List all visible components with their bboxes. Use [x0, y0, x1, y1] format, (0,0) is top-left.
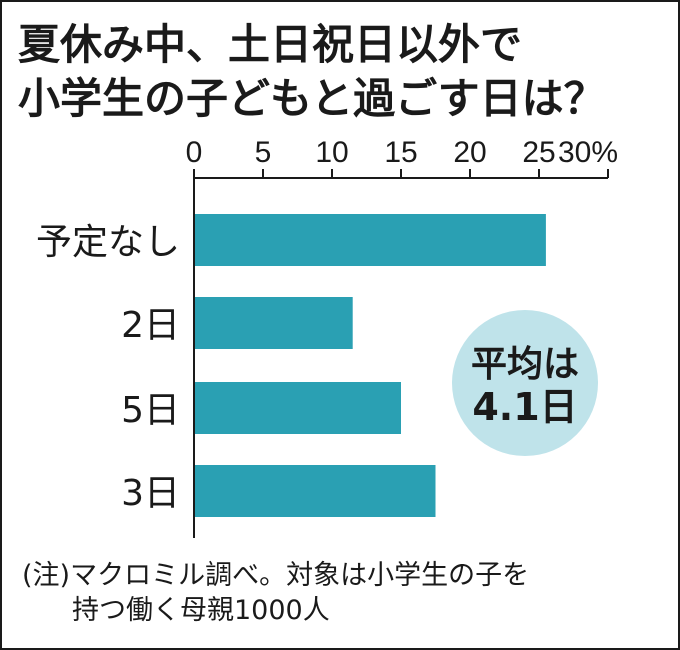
bar [195, 382, 401, 434]
chart-title-line-2: 小学生の子どもと過ごす日は？ [18, 74, 606, 123]
x-tick-label: 25 [522, 136, 555, 169]
x-tick-label: 20 [453, 136, 486, 169]
x-tick-label: 30% [558, 136, 618, 169]
category-label: 5日 [121, 390, 180, 431]
average-label: 平均は [471, 344, 579, 385]
bar [195, 214, 546, 266]
chart-title-line-1: 夏休み中、土日祝日以外で [18, 20, 523, 69]
average-bubble [452, 310, 598, 456]
footnote-line-1: (注)マクロミル調べ。対象は小学生の子を [22, 560, 530, 591]
x-tick-label: 5 [255, 136, 272, 169]
category-label: 3日 [121, 473, 180, 514]
bar [195, 465, 436, 517]
category-label: 2日 [121, 305, 180, 346]
bar [195, 297, 353, 349]
x-tick-label: 10 [315, 136, 348, 169]
average-value: 4.1日 [472, 385, 577, 429]
x-tick-label: 0 [186, 136, 203, 169]
category-label: 予定なし [36, 222, 180, 263]
footnote-line-2: 持つ働く母親1000人 [72, 595, 330, 626]
x-tick-label: 15 [384, 136, 417, 169]
